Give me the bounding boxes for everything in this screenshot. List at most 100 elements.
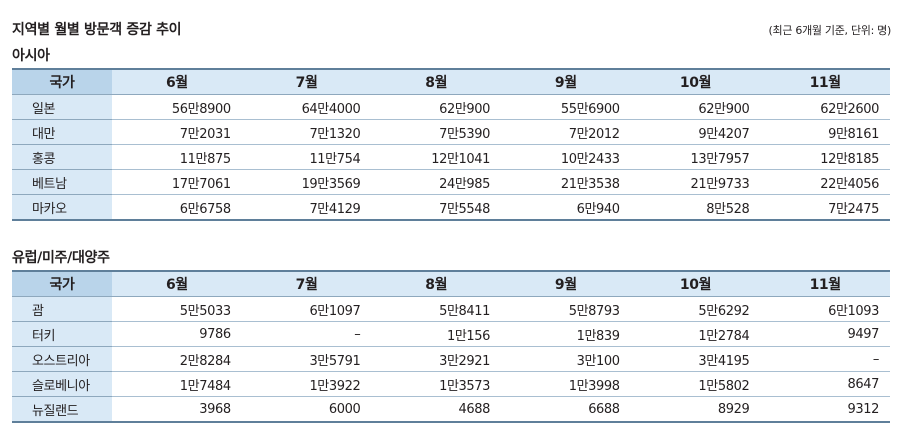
- visitor-count-cell: 2만8284: [112, 346, 242, 372]
- visitor-count-cell: 5만5033: [112, 296, 242, 322]
- visitor-count-cell: 6688: [501, 396, 631, 423]
- visitor-count-cell: 55만6900: [501, 94, 631, 120]
- visitor-count-cell: 7만2031: [112, 119, 242, 145]
- country-name: 뉴질랜드: [12, 396, 113, 423]
- visitor-count-cell: 22만4056: [760, 169, 890, 195]
- visitor-count-cell: –: [241, 321, 372, 347]
- header-month: 8월: [371, 68, 502, 95]
- visitor-count-cell: 7만2475: [760, 194, 890, 221]
- header-month: 10월: [630, 68, 761, 95]
- visitor-count-cell: 9만4207: [630, 119, 761, 145]
- visitor-count-cell: 3만100: [501, 346, 631, 372]
- visitor-count-cell: 6000: [241, 396, 372, 423]
- visitor-count-cell: 13만7957: [630, 144, 761, 170]
- visitor-count-cell: 3만5791: [241, 346, 372, 372]
- visitor-count-cell: 24만985: [371, 169, 502, 195]
- visitor-count-cell: 64만4000: [241, 94, 372, 120]
- country-name: 베트남: [12, 169, 113, 195]
- visitor-count-cell: 3만4195: [630, 346, 761, 372]
- visitor-count-cell: 12만1041: [371, 144, 502, 170]
- visitor-count-cell: 6만1093: [760, 296, 890, 322]
- visitor-count-cell: 6만6758: [112, 194, 242, 221]
- table-row: 슬로베니아 1만7484 1만3922 1만3573 1만3998 1만5802 8647: [12, 371, 890, 397]
- visitor-count-cell: 7만1320: [241, 119, 372, 145]
- table-header-row: 국가 6월 7월 8월 9월 10월 11월: [12, 270, 890, 297]
- visitor-count-cell: 62만900: [630, 94, 761, 120]
- country-name: 오스트리아: [12, 346, 113, 372]
- table-row: 홍콩 11만875 11만754 12만1041 10만2433 13만7957 12만81…: [12, 144, 890, 170]
- header-month: 6월: [112, 68, 242, 95]
- europe-america-oceania-table: 국가 6월 7월 8월 9월 10월 11월 괌 5만5033 6만1097 5만84…: [12, 270, 890, 423]
- table-row: 괌 5만5033 6만1097 5만8411 5만8793 5만6292 6만1093: [12, 296, 890, 322]
- header-month: 9월: [501, 270, 631, 297]
- visitor-count-cell: 11만875: [112, 144, 242, 170]
- country-name: 괌: [12, 296, 113, 322]
- visitor-count-cell: 6만1097: [241, 296, 372, 322]
- country-name: 터키: [12, 321, 113, 347]
- table-row: 베트남 17만7061 19만3569 24만985 21만3538 21만9733 22만…: [12, 169, 890, 195]
- visitor-count-cell: 10만2433: [501, 144, 631, 170]
- visitor-count-cell: 3968: [112, 396, 242, 423]
- table-header-row: 국가 6월 7월 8월 9월 10월 11월: [12, 68, 890, 95]
- visitor-count-cell: 5만8793: [501, 296, 631, 322]
- table-row: 일본 56만8900 64만4000 62만900 55만6900 62만900 62만26…: [12, 94, 890, 120]
- visitor-count-cell: 62만2600: [760, 94, 890, 120]
- visitor-count-cell: 7만5548: [371, 194, 502, 221]
- visitor-count-cell: 3만2921: [371, 346, 502, 372]
- visitor-count-cell: 1만7484: [112, 371, 242, 397]
- country-name: 홍콩: [12, 144, 113, 170]
- unit-note: (최근 6개월 기준, 단위: 명): [768, 24, 892, 37]
- visitor-count-cell: 9786: [112, 321, 242, 347]
- visitor-count-cell: 1만839: [501, 321, 631, 347]
- header-month: 10월: [630, 270, 761, 297]
- section-title-asia: 아시아: [12, 48, 50, 64]
- visitor-count-cell: –: [760, 346, 890, 372]
- table-row: 대만 7만2031 7만1320 7만5390 7만2012 9만4207 9만8161: [12, 119, 890, 145]
- visitor-count-cell: 62만900: [371, 94, 502, 120]
- visitor-count-cell: 7만5390: [371, 119, 502, 145]
- country-name: 슬로베니아: [12, 371, 113, 397]
- visitor-count-cell: 8만528: [630, 194, 761, 221]
- visitor-count-cell: 5만8411: [371, 296, 502, 322]
- table-row: 오스트리아 2만8284 3만5791 3만2921 3만100 3만4195–: [12, 346, 890, 372]
- visitor-count-cell: 12만8185: [760, 144, 890, 170]
- header-month: 7월: [241, 68, 372, 95]
- visitor-count-cell: 1만3998: [501, 371, 631, 397]
- visitor-count-cell: 21만9733: [630, 169, 761, 195]
- visitor-count-cell: 1만156: [371, 321, 502, 347]
- header-month: 11월: [760, 270, 890, 297]
- visitor-count-cell: 8929: [630, 396, 761, 423]
- header-month: 6월: [112, 270, 242, 297]
- visitor-count-cell: 17만7061: [112, 169, 242, 195]
- header-country: 국가: [12, 270, 113, 297]
- header-country: 국가: [12, 68, 113, 95]
- visitor-count-cell: 5만6292: [630, 296, 761, 322]
- visitor-count-cell: 21만3538: [501, 169, 631, 195]
- asia-table: 국가 6월 7월 8월 9월 10월 11월 일본 56만8900 64만4000 6…: [12, 68, 890, 221]
- visitor-count-cell: 1만2784: [630, 321, 761, 347]
- country-name: 대만: [12, 119, 113, 145]
- header-month: 11월: [760, 68, 890, 95]
- header-month: 9월: [501, 68, 631, 95]
- visitor-count-cell: 1만3573: [371, 371, 502, 397]
- visitor-count-cell: 9497: [760, 321, 890, 347]
- header-month: 8월: [371, 270, 502, 297]
- table-row: 터키 9786–1만156 1만839 1만2784 9497: [12, 321, 890, 347]
- country-name: 일본: [12, 94, 113, 120]
- visitor-count-cell: 7만4129: [241, 194, 372, 221]
- visitor-count-cell: 56만8900: [112, 94, 242, 120]
- visitor-count-cell: 4688: [371, 396, 502, 423]
- visitor-count-cell: 6만940: [501, 194, 631, 221]
- table-row: 마카오 6만6758 7만4129 7만5548 6만940 8만528 7만2475: [12, 194, 890, 221]
- visitor-count-cell: 9312: [760, 396, 890, 423]
- country-name: 마카오: [12, 194, 113, 221]
- table-row: 뉴질랜드 3968 6000 4688 6688 8929 9312: [12, 396, 890, 423]
- visitor-count-cell: 19만3569: [241, 169, 372, 195]
- visitor-count-cell: 1만3922: [241, 371, 372, 397]
- visitor-count-cell: 9만8161: [760, 119, 890, 145]
- section-title-europe-america-oceania: 유럽/미주/대양주: [12, 250, 110, 266]
- visitor-count-cell: 11만754: [241, 144, 372, 170]
- visitor-count-cell: 1만5802: [630, 371, 761, 397]
- page-title: 지역별 월별 방문객 증감 추이: [12, 22, 182, 38]
- visitor-count-cell: 7만2012: [501, 119, 631, 145]
